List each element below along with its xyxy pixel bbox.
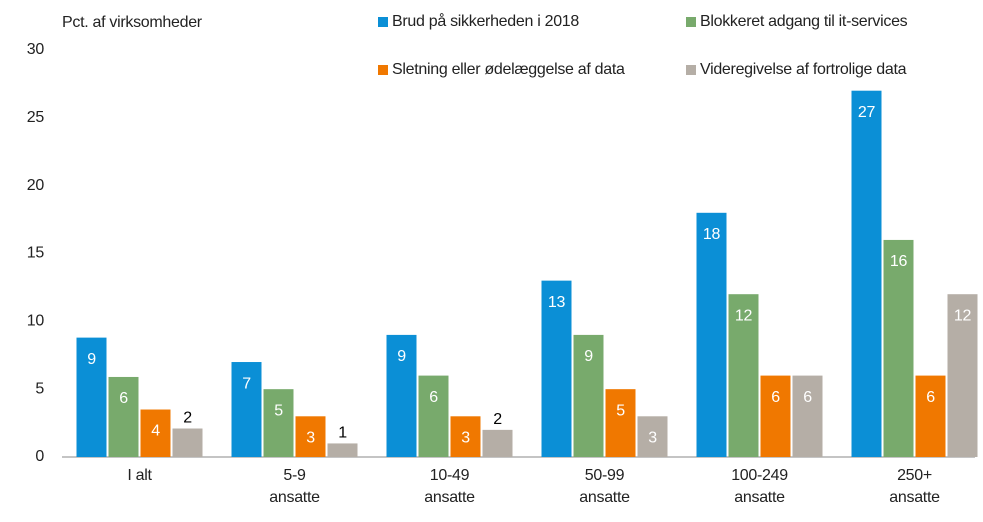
data-label: 6 — [926, 389, 935, 406]
legend-swatch — [378, 17, 388, 27]
y-axis-label: Pct. af virksomheder — [62, 14, 203, 31]
data-label: 12 — [954, 307, 972, 324]
data-label: 9 — [584, 348, 593, 365]
bar — [605, 389, 636, 457]
bar — [760, 375, 791, 457]
y-tick-label: 5 — [35, 380, 44, 397]
x-tick-label: ansatte — [579, 489, 630, 506]
data-label: 9 — [87, 351, 96, 368]
x-tick-label: 100-249 — [731, 467, 788, 484]
y-tick-label: 0 — [35, 448, 44, 465]
data-label: 6 — [119, 390, 128, 407]
bar — [76, 337, 107, 457]
x-tick-label: 5-9 — [283, 467, 306, 484]
bar — [851, 90, 882, 457]
legend-label: Videregivelse af fortrolige data — [700, 61, 907, 78]
bar — [696, 212, 727, 457]
y-tick-label: 10 — [27, 313, 45, 330]
bar — [108, 376, 139, 457]
data-label: 4 — [151, 423, 160, 440]
bar — [915, 375, 946, 457]
y-tick-label: 15 — [27, 245, 45, 262]
legend-swatch — [686, 17, 696, 27]
bar — [573, 334, 604, 457]
bar — [792, 375, 823, 457]
bar — [231, 362, 262, 457]
data-label: 13 — [548, 294, 566, 311]
bar — [263, 389, 294, 457]
x-tick-label: 10-49 — [430, 467, 470, 484]
data-label: 5 — [616, 402, 625, 419]
data-label: 6 — [429, 389, 438, 406]
data-label: 6 — [803, 389, 812, 406]
legend-label: Blokkeret adgang til it-services — [700, 13, 908, 30]
data-label: 12 — [735, 307, 753, 324]
data-label: 3 — [306, 430, 315, 447]
data-label: 5 — [274, 402, 283, 419]
bar — [947, 294, 978, 457]
x-tick-label: ansatte — [269, 489, 320, 506]
bar — [637, 416, 668, 457]
x-tick-label: ansatte — [424, 489, 475, 506]
legend-swatch — [686, 65, 696, 75]
x-tick-label: ansatte — [889, 489, 940, 506]
data-label: 18 — [703, 226, 721, 243]
data-label: 27 — [858, 104, 876, 121]
x-tick-label: I alt — [127, 467, 152, 484]
x-tick-label: ansatte — [734, 489, 785, 506]
bar — [295, 416, 326, 457]
bar — [172, 428, 203, 457]
data-label: 9 — [397, 348, 406, 365]
data-label: 16 — [890, 253, 908, 270]
x-tick-label: 250+ — [897, 467, 932, 484]
legend-swatch — [378, 65, 388, 75]
data-label: 7 — [242, 375, 251, 392]
bar — [541, 280, 572, 457]
bar — [728, 294, 759, 457]
y-tick-label: 25 — [27, 109, 45, 126]
data-label: 3 — [461, 430, 470, 447]
bar — [418, 375, 449, 457]
data-label: 6 — [771, 389, 780, 406]
legend-label: Brud på sikkerheden i 2018 — [392, 12, 579, 30]
bar — [386, 334, 417, 457]
bar — [883, 239, 914, 457]
bar — [450, 416, 481, 457]
y-tick-label: 30 — [27, 41, 45, 58]
y-tick-label: 20 — [27, 177, 45, 194]
data-label: 3 — [648, 430, 657, 447]
bar — [327, 443, 358, 457]
bar — [482, 429, 513, 457]
x-tick-label: 50-99 — [585, 467, 625, 484]
legend-label: Sletning eller ødelæggelse af data — [392, 61, 625, 78]
data-label: 2 — [493, 411, 502, 428]
data-label: 2 — [183, 410, 192, 427]
bar — [140, 409, 171, 457]
data-label: 1 — [338, 425, 347, 442]
